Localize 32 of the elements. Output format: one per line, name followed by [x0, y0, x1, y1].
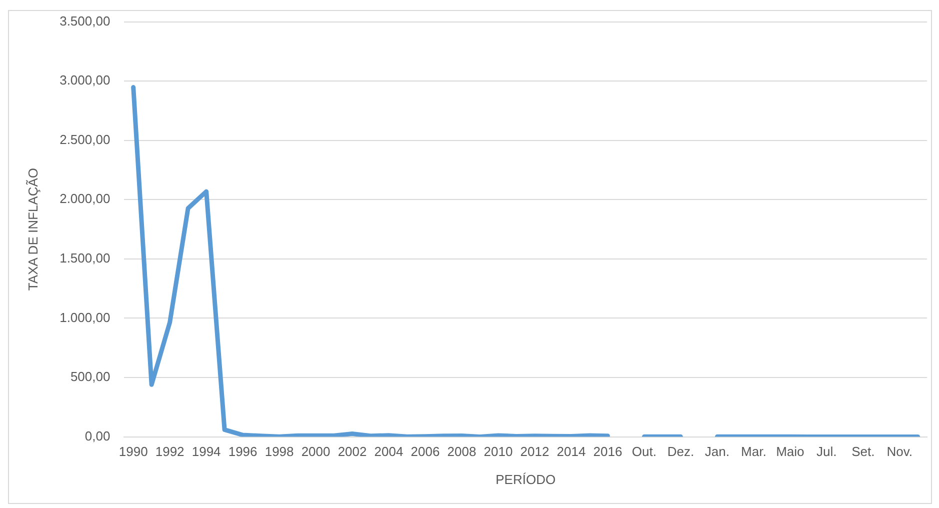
- x-tick-label: 2014: [556, 444, 586, 460]
- y-tick-label: 2.500,00: [60, 132, 110, 147]
- y-tick-label: 2.000,00: [60, 191, 110, 206]
- x-tick-label: Dez.: [667, 444, 694, 460]
- x-tick-label: Mar.: [741, 444, 766, 460]
- x-tick-label: 2008: [447, 444, 476, 460]
- x-tick-label: 2012: [520, 444, 550, 460]
- x-tick-label: Jul.: [816, 444, 837, 460]
- x-tick-label: 2000: [301, 444, 330, 460]
- x-tick-label: Out.: [632, 444, 656, 460]
- x-tick-label: 2006: [410, 444, 440, 460]
- x-tick-label: 1996: [228, 444, 258, 460]
- x-tick-label: Set.: [852, 444, 875, 460]
- x-tick-label: 2002: [338, 444, 367, 460]
- y-tick-label: 1.500,00: [60, 250, 110, 266]
- y-tick-label: 3.500,00: [60, 13, 110, 28]
- x-tick-label: 1994: [192, 444, 221, 460]
- y-tick-label: 3.000,00: [60, 72, 110, 88]
- x-tick-label: 1990: [118, 444, 148, 460]
- x-tick-label: 1992: [155, 444, 184, 460]
- x-tick-label: 1998: [264, 444, 294, 460]
- x-tick-label: Jan.: [704, 444, 730, 460]
- x-tick-label: 2010: [484, 444, 513, 460]
- y-axis-title: TAXA DE INFLAÇÃO: [25, 168, 40, 291]
- y-tick-label: 500,00: [70, 369, 110, 384]
- x-tick-label: Nov.: [886, 444, 913, 460]
- y-tick-label: 0,00: [84, 428, 110, 444]
- x-axis-title: PERÍODO: [496, 472, 556, 487]
- x-tick-label: 2016: [593, 444, 622, 460]
- x-tick-label: Maio: [776, 444, 804, 460]
- x-tick-label: 2004: [374, 444, 404, 460]
- y-tick-label: 1.000,00: [60, 310, 110, 325]
